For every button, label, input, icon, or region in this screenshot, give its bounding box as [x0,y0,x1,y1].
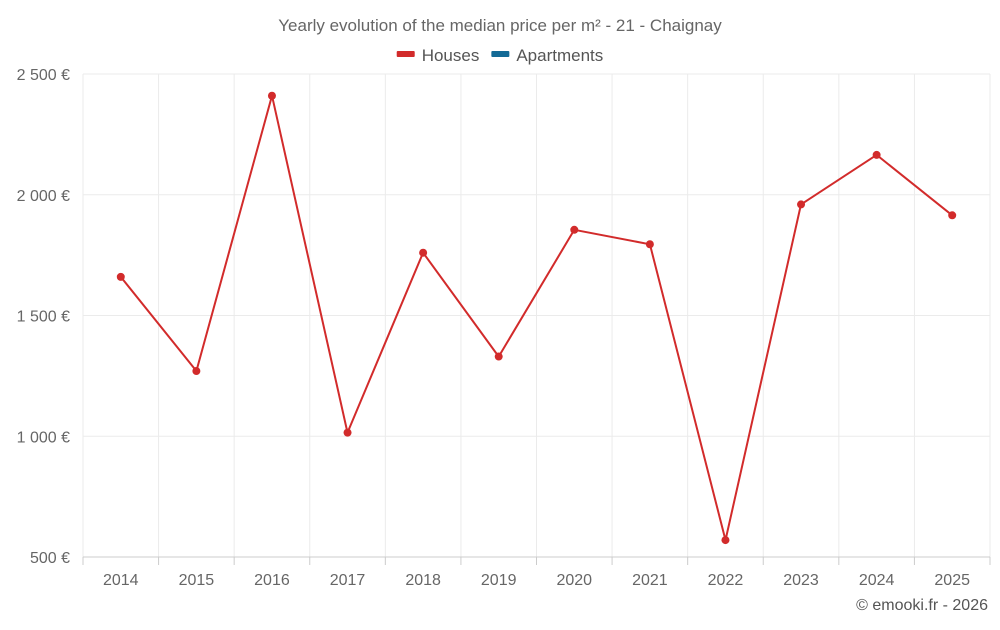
data-point-2017[interactable] [343,428,352,437]
data-point-2019[interactable] [494,352,503,361]
data-point-2025[interactable] [948,211,957,220]
grid [82,73,991,557]
y-tick-label: 1 000 € [17,429,70,446]
x-tick-label: 2025 [934,572,970,589]
y-tick-label: 500 € [30,550,70,567]
credit-text: © emooki.fr - 2026 [856,597,988,614]
x-tick-label: 2017 [330,572,366,589]
y-tick-label: 2 500 € [17,67,70,84]
plot-area [116,91,957,545]
y-tick-label: 2 000 € [17,188,70,205]
x-tick-label: 2020 [556,572,592,589]
x-tick-label: 2014 [103,572,139,589]
data-point-2015[interactable] [192,367,201,376]
x-axis: 2014 2015 2016 2017 2018 2019 2020 2021 2022 2023… [82,556,991,589]
legend-item-apartments[interactable]: Apartments [491,46,603,65]
data-point-2021[interactable] [645,240,654,249]
series-line-houses [120,94,953,542]
legend-swatch [396,51,415,57]
data-point-2014[interactable] [116,272,125,281]
chart-title: Yearly evolution of the median price per… [278,16,722,35]
data-point-2016[interactable] [267,91,276,100]
x-tick-label: 2023 [783,572,819,589]
x-tick-label: 2016 [254,572,290,589]
legend-swatch [491,51,510,57]
legend: Houses Apartments [396,46,603,65]
data-point-2018[interactable] [419,248,428,257]
data-point-2020[interactable] [570,225,579,234]
x-tick-label: 2021 [632,572,668,589]
data-point-2022[interactable] [721,536,730,545]
legend-item-houses[interactable]: Houses [396,46,480,65]
x-tick-label: 2024 [859,572,895,589]
data-point-2023[interactable] [797,200,806,209]
x-tick-label: 2019 [481,572,517,589]
x-tick-label: 2015 [179,572,215,589]
y-tick-label: 1 500 € [17,309,70,326]
data-point-2024[interactable] [872,150,881,159]
legend-label: Houses [422,46,480,65]
x-tick-label: 2018 [405,572,441,589]
x-tick-label: 2022 [708,572,744,589]
y-axis: 500 € 1 000 € 1 500 € 2 000 € 2 500 € [17,67,70,567]
legend-label: Apartments [516,46,603,65]
